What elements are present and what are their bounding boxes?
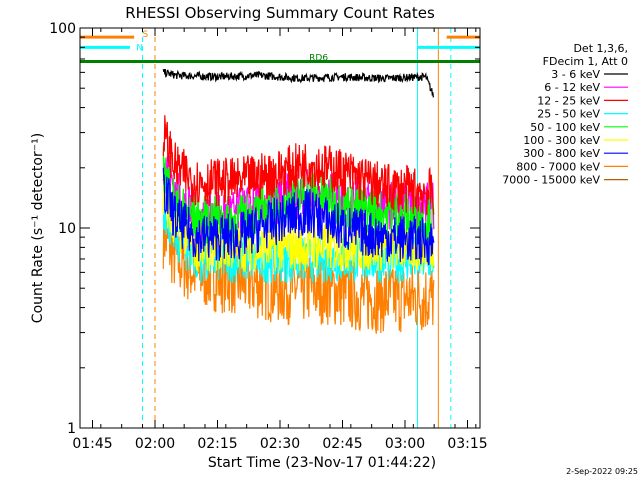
legend-label-0: 3 - 6 keV [551,68,600,81]
legend-label-8: 7000 - 15000 keV [502,174,600,187]
y-tick-label-2: 100 [49,21,76,37]
legend-label-7: 800 - 7000 keV [516,160,600,173]
footer-date: 2-Sep-2022 09:25 [566,467,638,476]
legend-label-3: 25 - 50 keV [537,108,600,121]
legend-header-line-1: Det 1,3,6, [573,42,628,55]
x-tick-label-1: 02:00 [135,436,175,452]
x-tick-label-2: 02:15 [197,436,237,452]
tick-layer: 01:45 02:00 02:15 02:30 02:45 03:00 03:15 1 10 10… [49,21,487,452]
x-tick-label-3: 02:30 [260,436,300,452]
x-tick-label-6: 03:15 [447,436,487,452]
series-line-300-to-800keV [162,167,435,266]
legend-label-4: 50 - 100 keV [530,121,600,134]
flag-label-n: N [136,43,143,53]
legend-label-6: 300 - 800 keV [523,147,600,160]
x-tick-label-5: 03:00 [385,436,425,452]
legend-label-5: 100 - 300 keV [523,134,600,147]
flag-label-rd6: RD6 [309,53,328,63]
legend-label-2: 12 - 25 keV [537,94,600,107]
chart-title: RHESSI Observing Summary Count Rates [125,4,435,22]
series-line-12-to-25keV [162,115,435,215]
x-tick-label-0: 01:45 [72,436,112,452]
y-tick-label-0: 1 [67,421,76,437]
x-tick-label-4: 02:45 [322,436,362,452]
x-axis-label: Start Time (23-Nov-17 01:44:22) [208,455,436,471]
legend-header-line-2: FDecim 1, Att 0 [543,55,628,68]
plot-layer: SN RD6 [79,28,480,428]
legend-label-1: 6 - 12 keV [544,81,600,94]
flag-label-s: S [143,30,149,40]
series-line-50-to-100keV [162,146,435,244]
y-axis-label: Count Rate (s⁻¹ detector⁻¹) [30,133,46,323]
series-line-3-to-6keV [162,68,435,98]
y-tick-label-1: 10 [58,221,76,237]
